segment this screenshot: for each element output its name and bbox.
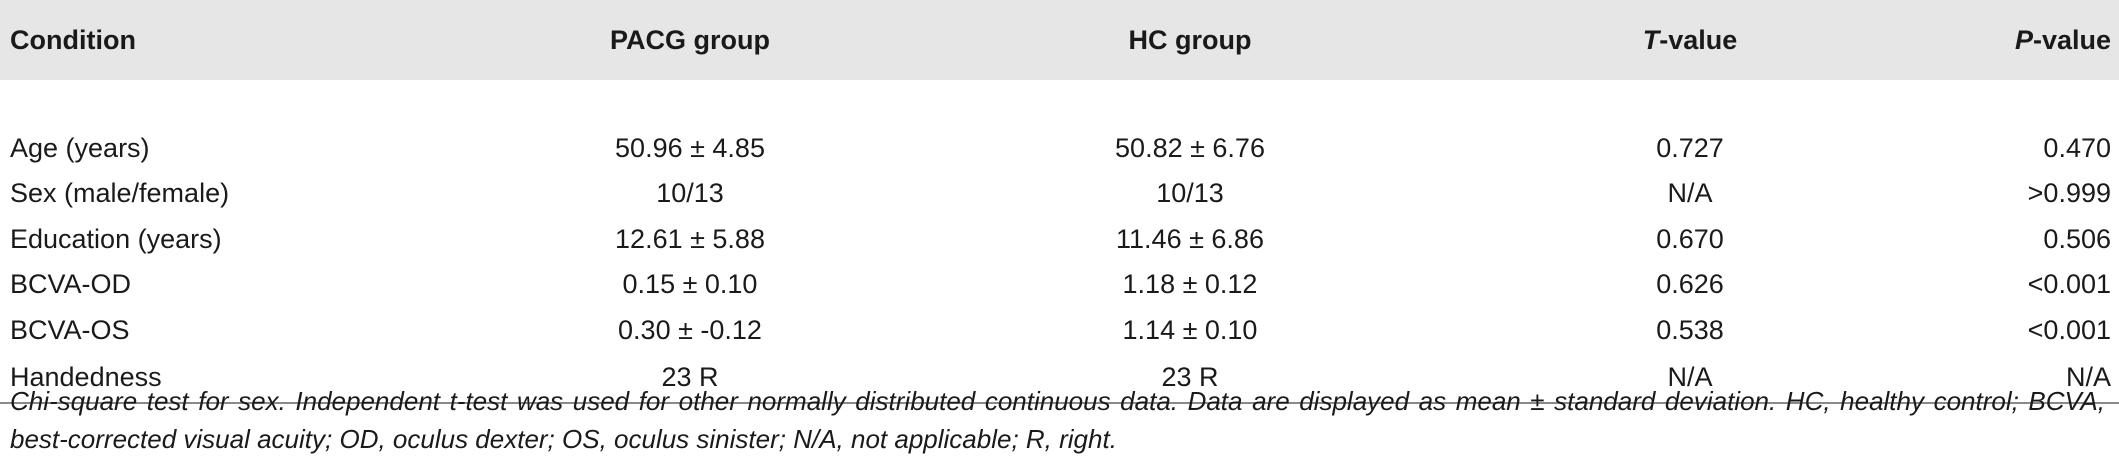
header-pacg-group: PACG group: [440, 0, 940, 80]
cell-condition: Handedness: [0, 353, 440, 404]
cell-hc: 10/13: [1156, 178, 1224, 209]
header-p-italic: P: [2014, 24, 2033, 55]
cell-pacg: 12.61 ± 5.88: [615, 223, 765, 254]
header-hc-group: HC group: [940, 0, 1440, 80]
cell-condition: BCVA-OD: [10, 269, 132, 300]
table-row: Handedness 23 R 23 R N/A N/A: [0, 353, 2119, 404]
cell-hc: 1.18 ± 0.12: [1122, 269, 1258, 300]
cell-hc: 11.46 ± 6.86: [1116, 223, 1264, 254]
cell-t-value: N/A: [1667, 178, 1713, 209]
table-footnote: Chi-square test for sex. Independent t-t…: [10, 386, 2105, 454]
cell-t-value: 0.727: [1656, 132, 1724, 163]
cell-condition: BCVA-OS: [10, 314, 130, 345]
table-row: BCVA-OS 0.30 ± -0.12 1.14 ± 0.10 0.538 <…: [0, 308, 2119, 354]
header-condition-label: Condition: [10, 24, 136, 55]
cell-p-value: N/A: [1940, 353, 2119, 404]
cell-condition: Age (years): [10, 132, 150, 163]
table-row: Sex (male/female) 10/13 10/13 N/A >0.999: [0, 171, 2119, 217]
body-spacer: [0, 80, 2119, 126]
table-header: Condition PACG group HC group T-value P-…: [0, 0, 2119, 80]
cell-p-value: 0.470: [2043, 132, 2111, 163]
cell-pacg: 0.30 ± -0.12: [618, 314, 762, 345]
cell-condition: Education (years): [10, 223, 222, 254]
header-row: Condition PACG group HC group T-value P-…: [0, 0, 2119, 80]
cell-t-value: 0.626: [1656, 269, 1724, 300]
header-t-italic: T: [1642, 24, 1660, 55]
header-condition: Condition: [0, 0, 440, 80]
header-t-value: T-value: [1440, 0, 1940, 80]
cell-condition: Sex (male/female): [10, 178, 230, 209]
header-hc-label: HC group: [1128, 24, 1252, 55]
table-row: BCVA-OD 0.15 ± 0.10 1.18 ± 0.12 0.626 <0…: [0, 262, 2119, 308]
table-body: Age (years) 50.96 ± 4.85 50.82 ± 6.76 0.…: [0, 80, 2119, 404]
cell-t-value: 0.538: [1656, 314, 1724, 345]
cell-hc: 1.14 ± 0.10: [1122, 314, 1258, 345]
cell-pacg: 50.96 ± 4.85: [615, 132, 765, 163]
cell-t-value: 0.670: [1656, 223, 1724, 254]
table-row: Education (years) 12.61 ± 5.88 11.46 ± 6…: [0, 217, 2119, 263]
table-row: Age (years) 50.96 ± 4.85 50.82 ± 6.76 0.…: [0, 126, 2119, 172]
cell-pacg: 23 R: [440, 353, 940, 404]
cell-t-value: N/A: [1440, 353, 1940, 404]
header-t-suffix: -value: [1659, 24, 1738, 55]
header-pacg-label: PACG group: [610, 24, 770, 55]
spacer-cell: [0, 80, 2119, 126]
data-table: Condition PACG group HC group T-value P-…: [0, 0, 2119, 404]
cell-pacg: 0.15 ± 0.10: [622, 269, 758, 300]
header-p-suffix: -value: [2032, 24, 2111, 55]
cell-hc: 23 R: [940, 353, 1440, 404]
cell-p-value: 0.506: [2043, 223, 2111, 254]
header-p-value: P-value: [1940, 0, 2119, 80]
cell-hc: 50.82 ± 6.76: [1115, 132, 1265, 163]
cell-p-value: <0.001: [2027, 314, 2111, 345]
cell-pacg: 10/13: [656, 178, 724, 209]
cell-p-value: <0.001: [2027, 269, 2111, 300]
cell-p-value: >0.999: [2027, 178, 2111, 209]
